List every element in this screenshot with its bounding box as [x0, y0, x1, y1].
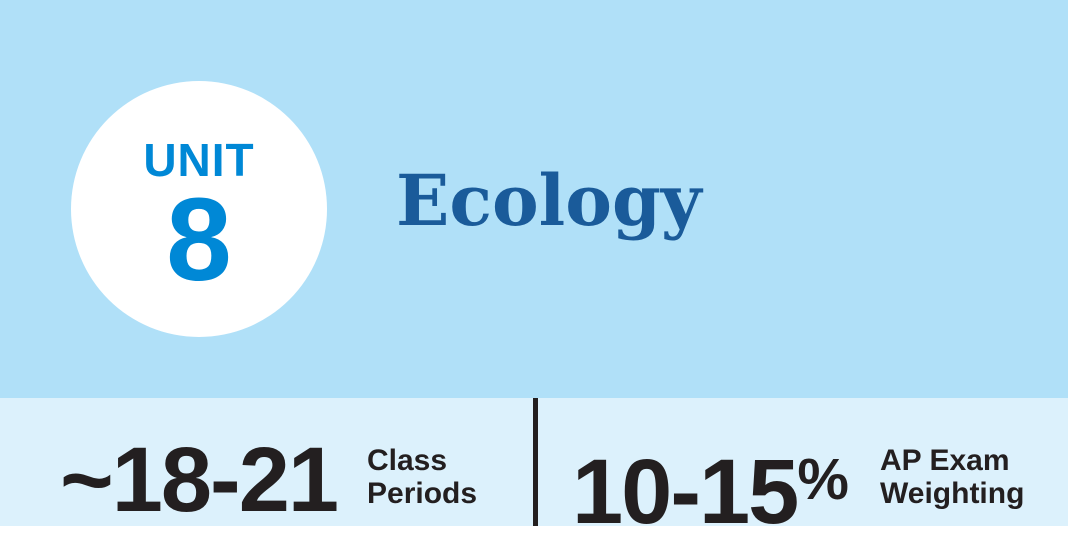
unit-stats-bar: ~18-21 Class Periods 10-15% AP Exam Weig… [0, 398, 1068, 538]
exam-weighting-label: AP Exam Weighting [880, 444, 1025, 510]
class-periods-value: ~18-21 [60, 429, 339, 531]
stats-divider [533, 398, 538, 526]
exam-weighting-number: 10-15 [572, 441, 799, 543]
unit-badge: UNIT 8 [71, 81, 327, 337]
exam-weighting-value: 10-15% [572, 434, 849, 538]
class-periods-label: Class Periods [367, 444, 478, 510]
unit-title: Ecology [396, 159, 702, 242]
unit-number: 8 [166, 174, 232, 306]
percent-sign: % [797, 447, 849, 512]
unit-label: UNIT [143, 134, 255, 186]
unit-header: UNIT 8 Ecology [0, 0, 1068, 398]
